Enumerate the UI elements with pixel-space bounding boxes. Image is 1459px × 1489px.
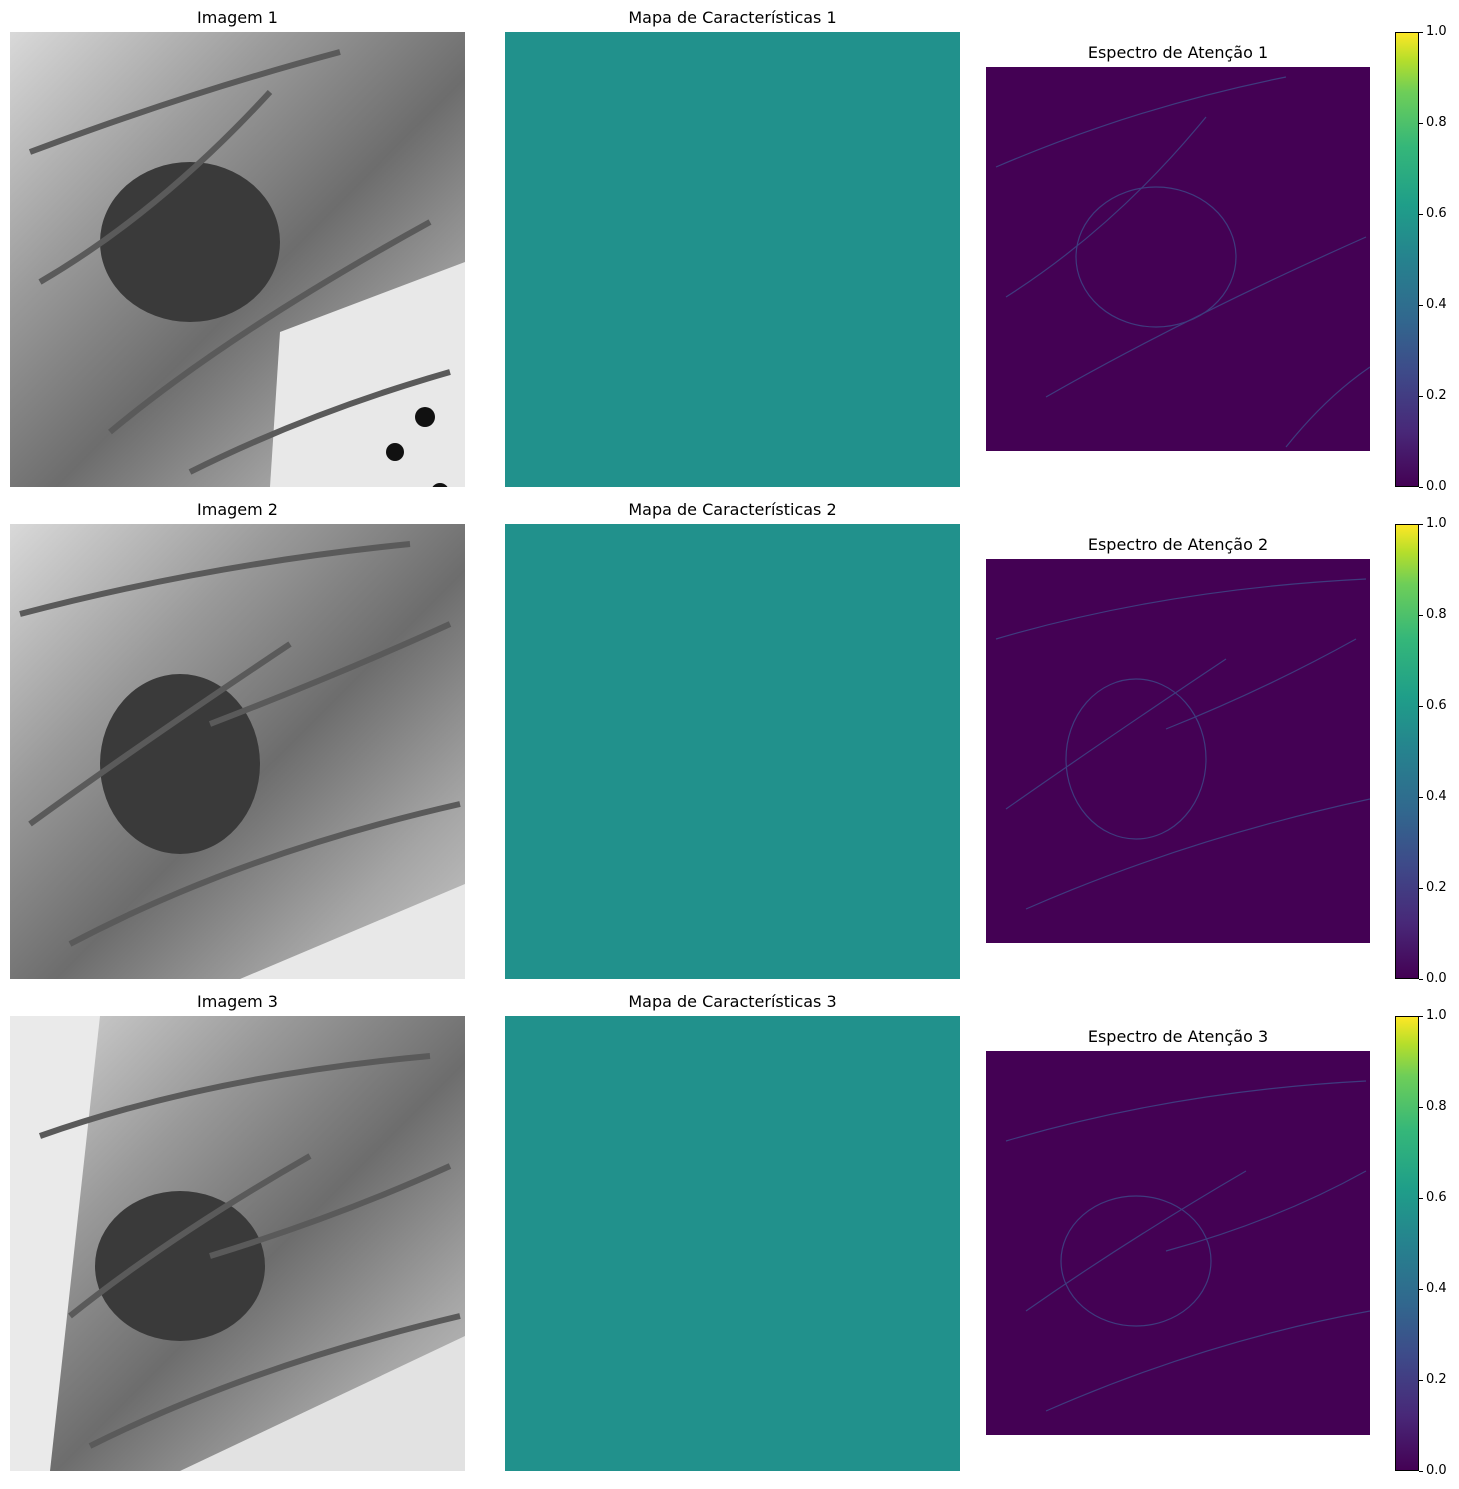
image-title-1: Imagem 1: [197, 8, 278, 27]
colorbar-tick-mark: [1419, 1379, 1423, 1381]
colorbar-tick-label: 0.2: [1426, 1372, 1447, 1387]
fern-photo-2: [19, 541, 465, 979]
colorbar-tick-mark: [1419, 1106, 1423, 1108]
feature-title-2: Mapa de Características 2: [628, 500, 837, 519]
feature-title-1: Mapa de Características 1: [628, 8, 837, 27]
colorbar-2: [1395, 524, 1419, 979]
attention-edges-1: [995, 76, 1370, 448]
colorbar-tick-label: 0.6: [1426, 698, 1447, 713]
feature-title-3: Mapa de Características 3: [628, 992, 837, 1011]
colorbar-tick-mark: [1419, 1288, 1423, 1290]
colorbar-tick-label: 0.6: [1426, 206, 1447, 221]
attention-map-3: [986, 1051, 1370, 1435]
colorbar-tick-label: 0.0: [1426, 971, 1447, 986]
colorbar-3: [1395, 1016, 1419, 1471]
colorbar-tick-label: 0.4: [1426, 297, 1447, 312]
colorbar-tick-mark: [1419, 887, 1423, 889]
colorbar-tick-mark: [1419, 31, 1423, 33]
colorbar-tick-label: 0.0: [1426, 1463, 1447, 1478]
colorbar-tick-label: 1.0: [1426, 1008, 1447, 1023]
colorbar-tick-label: 1.0: [1426, 516, 1447, 531]
fern-photo-3: [10, 1016, 465, 1471]
colorbar-tick-mark: [1419, 1197, 1423, 1199]
colorbar-1: [1395, 32, 1419, 487]
colorbar-tick-label: 0.8: [1426, 1099, 1447, 1114]
attention-title-1: Espectro de Atenção 1: [1087, 43, 1269, 62]
colorbar-tick-mark: [1419, 614, 1423, 616]
image-title-3: Imagem 3: [197, 992, 278, 1011]
colorbar-tick-label: 1.0: [1426, 24, 1447, 39]
colorbar-tick-mark: [1419, 395, 1423, 397]
attention-map-1: [986, 67, 1370, 451]
colorbar-tick-mark: [1419, 122, 1423, 124]
colorbar-tick-mark: [1419, 1470, 1423, 1472]
colorbar-tick-mark: [1419, 796, 1423, 798]
colorbar-tick-label: 0.8: [1426, 607, 1447, 622]
colorbar-tick-mark: [1419, 1015, 1423, 1017]
colorbar-tick-mark: [1419, 304, 1423, 306]
attention-title-2: Espectro de Atenção 2: [1087, 535, 1269, 554]
attention-edges-3: [1005, 1080, 1370, 1412]
colorbar-tick-mark: [1419, 978, 1423, 980]
colorbar-tick-mark: [1419, 213, 1423, 215]
attention-title-3: Espectro de Atenção 3: [1087, 1027, 1269, 1046]
colorbar-tick-mark: [1419, 486, 1423, 488]
colorbar-tick-label: 0.4: [1426, 789, 1447, 804]
fern-photo-1: [28, 49, 465, 487]
colorbar-tick-label: 0.8: [1426, 115, 1447, 130]
feature-map-1: [505, 32, 960, 487]
colorbar-tick-label: 0.0: [1426, 479, 1447, 494]
colorbar-tick-label: 0.2: [1426, 880, 1447, 895]
attention-edges-2: [995, 578, 1370, 910]
grayscale-image-1: [10, 32, 465, 487]
colorbar-tick-mark: [1419, 523, 1423, 525]
grayscale-image-2: [10, 524, 465, 979]
colorbar-tick-mark: [1419, 705, 1423, 707]
attention-map-2: [986, 559, 1370, 943]
colorbar-tick-label: 0.4: [1426, 1281, 1447, 1296]
feature-map-3: [505, 1016, 960, 1471]
colorbar-tick-label: 0.6: [1426, 1190, 1447, 1205]
colorbar-tick-label: 0.2: [1426, 388, 1447, 403]
feature-map-2: [505, 524, 960, 979]
grayscale-image-3: [10, 1016, 465, 1471]
image-title-2: Imagem 2: [197, 500, 278, 519]
